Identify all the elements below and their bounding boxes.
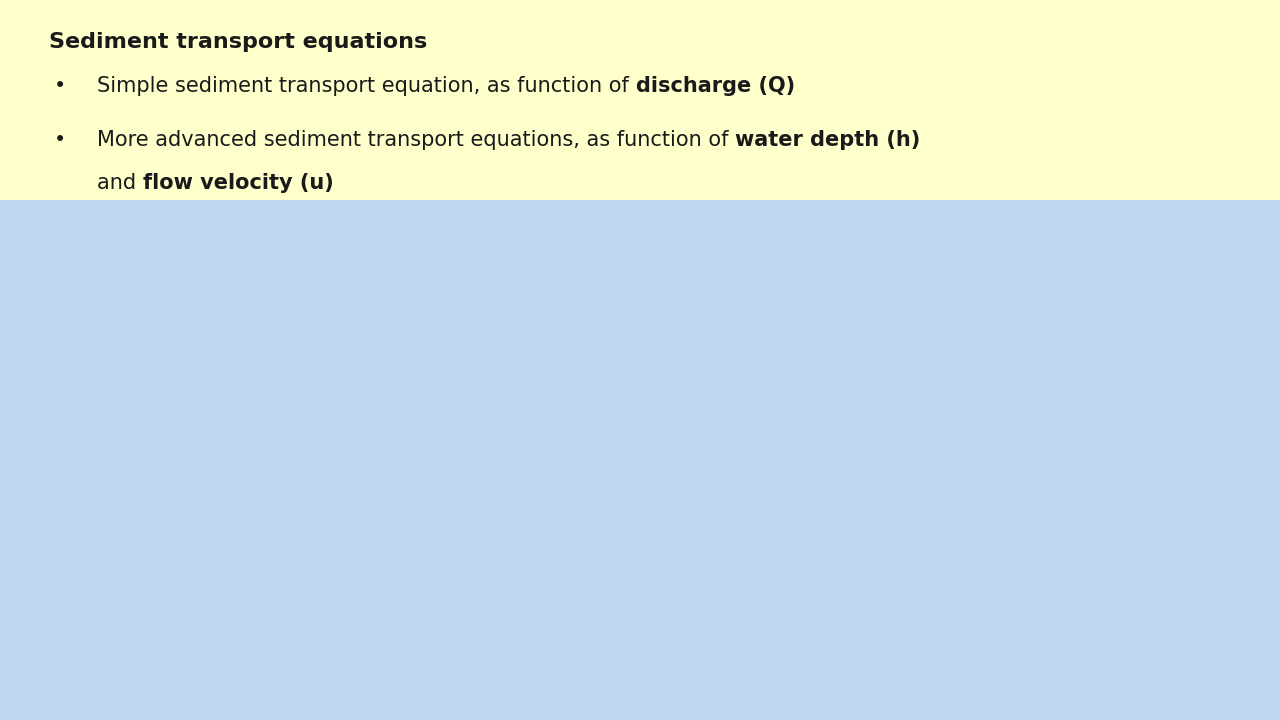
Text: discharge (Q): discharge (Q) [636,76,795,96]
Text: and: and [97,173,143,193]
Text: •: • [54,76,67,96]
Text: More advanced sediment transport equations, as function of: More advanced sediment transport equatio… [97,130,736,150]
FancyBboxPatch shape [0,0,1280,200]
Text: Simple sediment transport equation, as function of: Simple sediment transport equation, as f… [97,76,636,96]
Text: •: • [54,130,67,150]
Text: flow velocity (u): flow velocity (u) [143,173,334,193]
Text: water depth (h): water depth (h) [736,130,920,150]
Text: Sediment transport equations: Sediment transport equations [49,32,428,53]
